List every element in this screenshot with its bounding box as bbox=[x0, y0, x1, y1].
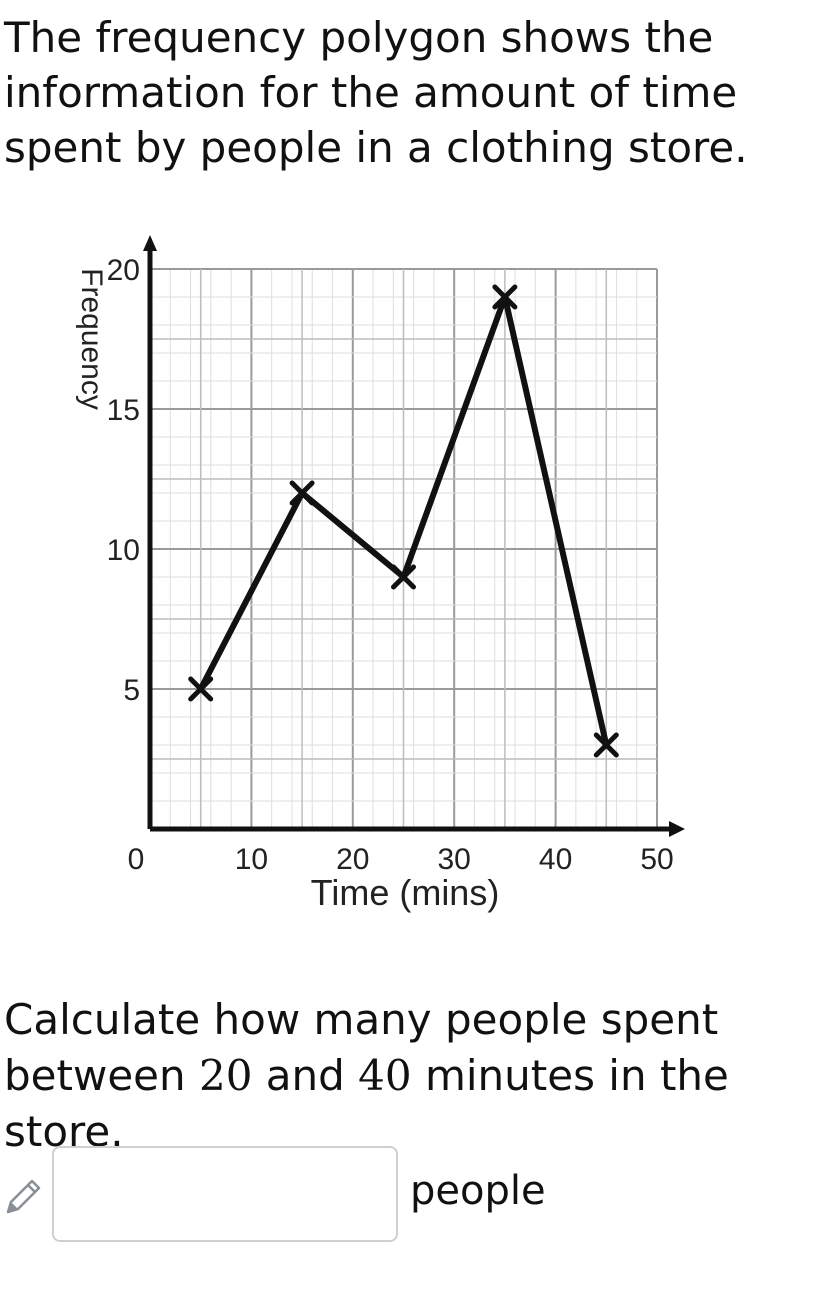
data-point-marker bbox=[289, 480, 315, 506]
data-point-marker bbox=[188, 676, 214, 702]
question-text: Calculate how many people spent between … bbox=[4, 992, 804, 1160]
question-part-1: Calculate how many people spent between bbox=[4, 995, 719, 1100]
marker-stroke bbox=[188, 676, 214, 702]
data-point-marker bbox=[593, 732, 619, 758]
marker-stroke bbox=[391, 564, 416, 590]
y-axis-arrow-icon bbox=[143, 235, 157, 251]
marker-stroke bbox=[492, 284, 518, 310]
x-tick-label: 40 bbox=[539, 843, 572, 876]
question-number-b: 40 bbox=[358, 1051, 412, 1100]
x-tick-label: 20 bbox=[336, 843, 369, 876]
frequency-polygon-chart: 0 10 20 30 40 50 5 10 15 20 Time (mins) Frequency bbox=[0, 222, 820, 922]
y-axis-title: Frequency bbox=[75, 268, 108, 410]
y-tick-label: 20 bbox=[107, 254, 140, 287]
y-tick-label: 5 bbox=[123, 674, 140, 707]
x-tick-label: 50 bbox=[640, 843, 673, 876]
x-tick-label: 10 bbox=[235, 843, 268, 876]
x-axis-arrow-icon bbox=[669, 821, 685, 837]
x-tick-label: 30 bbox=[438, 843, 471, 876]
answer-row: people bbox=[0, 1146, 820, 1246]
pencil-icon bbox=[2, 1174, 46, 1218]
answer-unit-label: people bbox=[410, 1168, 546, 1214]
y-tick-label: 15 bbox=[107, 394, 140, 427]
question-number-a: 20 bbox=[198, 1051, 253, 1100]
data-point-marker bbox=[492, 284, 518, 310]
data-point-marker bbox=[391, 564, 416, 590]
x-axis-title: Time (mins) bbox=[311, 872, 500, 913]
intro-text: The frequency polygon shows the informat… bbox=[4, 13, 748, 172]
answer-input[interactable] bbox=[52, 1146, 398, 1242]
question-part-3: minutes in the store. bbox=[4, 1051, 729, 1156]
marker-stroke bbox=[593, 732, 619, 758]
x-tick-label: 0 bbox=[128, 843, 145, 876]
y-tick-label: 10 bbox=[107, 534, 140, 567]
marker-stroke bbox=[289, 480, 315, 506]
question-part-2: and bbox=[252, 1051, 359, 1100]
chart-grid bbox=[149, 268, 658, 830]
